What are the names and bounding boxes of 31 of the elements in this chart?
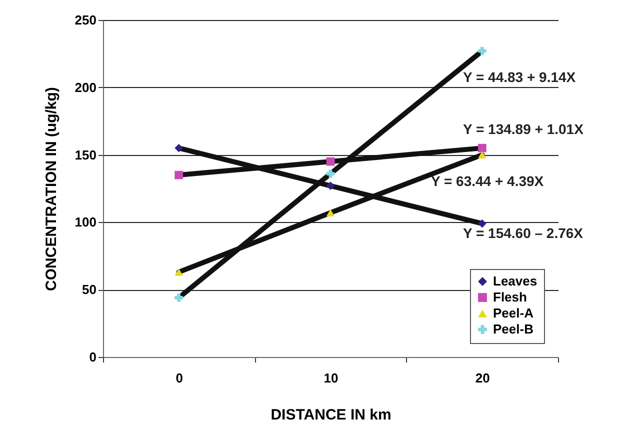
annotation: Y = 154.60 – 2.76X <box>463 225 584 241</box>
y-tick-label: 0 <box>89 350 96 364</box>
y-tick-label: 100 <box>74 214 96 230</box>
point <box>174 144 184 152</box>
y-tick-label: 150 <box>74 147 96 162</box>
legend-label: Peel-B <box>493 322 534 336</box>
y-tick-label: 250 <box>74 12 96 28</box>
point <box>174 294 184 302</box>
x-tick-label: 0 <box>176 370 183 386</box>
point <box>326 209 335 216</box>
annotation: Y = 134.89 + 1.01X <box>463 121 584 137</box>
y-axis-title: CONCENTRATION IN (ug/kg) <box>42 87 60 291</box>
point <box>478 46 486 56</box>
point <box>478 144 486 152</box>
point <box>174 268 184 276</box>
x-axis-title: DISTANCE IN km <box>270 406 392 424</box>
x-tick-label: 20 <box>475 370 490 386</box>
x-tick-label: 10 <box>324 370 338 386</box>
annotation: Y = 44.83 + 9.14X <box>463 69 576 85</box>
legend-label: Leaves <box>493 274 538 288</box>
y-tick-label: 200 <box>74 80 96 95</box>
point <box>326 182 335 190</box>
point <box>174 170 184 180</box>
annotation: Y = 63.44 + 4.39X <box>431 173 544 189</box>
legend-label: Peel-A <box>493 306 534 320</box>
point <box>478 151 486 158</box>
point <box>326 169 335 178</box>
y-tick-label: 50 <box>82 282 96 298</box>
point <box>478 219 486 228</box>
point <box>326 157 335 166</box>
legend-label: Flesh <box>493 290 528 304</box>
